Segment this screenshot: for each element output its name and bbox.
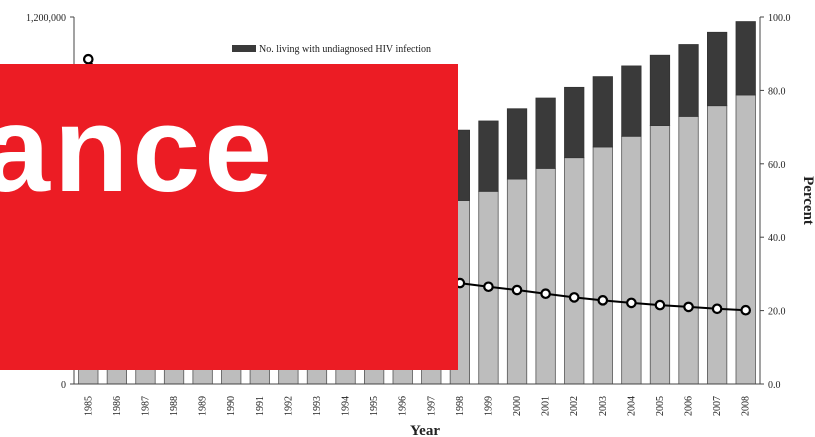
y-right-tick-label: 100.0 [768, 13, 791, 24]
line-point [683, 301, 694, 313]
bar-undiagnosed [592, 76, 613, 148]
legend-swatch [232, 45, 256, 52]
x-tick-label: 1989 [198, 396, 209, 416]
bar-diagnosed [506, 178, 528, 385]
x-tick-label: 1988 [169, 396, 180, 416]
labels-group: 1985 1986 1987 1988 1989 1990 1991 1992 1993 1994… [26, 13, 815, 437]
bar-diagnosed [649, 125, 671, 385]
bar-undiagnosed [478, 120, 499, 192]
bar-diagnosed [564, 157, 585, 385]
x-tick-label: 1986 [112, 396, 123, 416]
bar-undiagnosed [621, 65, 642, 137]
x-tick-label: 2001 [541, 396, 552, 416]
x-tick-label: 1993 [312, 396, 323, 416]
x-tick-label: 1992 [283, 396, 294, 416]
y-right-tick-label: 80.0 [768, 86, 786, 97]
y-right-tick-label: 60.0 [768, 160, 786, 171]
banner-text: ance [0, 81, 277, 217]
y-axis-right-title: Percent [800, 176, 815, 225]
x-tick-label: 1995 [369, 396, 380, 416]
x-tick-label: 1987 [140, 396, 151, 416]
bar-diagnosed [592, 146, 613, 385]
x-axis-title: Year [410, 423, 440, 437]
line-point [568, 292, 580, 303]
x-tick-label: 1998 [455, 396, 466, 416]
legend-label: No. living with undiagnosed HIV infectio… [259, 44, 431, 55]
line-point [540, 288, 551, 300]
x-tick-label: 1994 [341, 396, 352, 416]
x-tick-label: 1985 [83, 396, 94, 416]
bar-undiagnosed [735, 21, 756, 96]
x-tick-label: 2000 [512, 396, 523, 416]
y-right-tick-label: 20.0 [768, 307, 786, 318]
x-tick-label: 2005 [655, 396, 666, 416]
x-tick-label: 2007 [712, 396, 723, 416]
line-point [711, 303, 723, 315]
x-tick-label: 1990 [226, 396, 237, 416]
x-tick-label: 2004 [626, 396, 637, 416]
line-point [626, 297, 637, 309]
x-tick-label: 2003 [598, 396, 609, 416]
line-point [511, 284, 523, 296]
bar-diagnosed [535, 167, 556, 385]
y-left-tick-label: 0 [61, 380, 66, 391]
x-tick-label: 1999 [483, 396, 494, 416]
x-tick-label: 2002 [569, 396, 580, 416]
x-tick-label: 1997 [426, 396, 437, 416]
bar-diagnosed [735, 94, 756, 385]
line-point [483, 281, 494, 293]
bar-undiagnosed [678, 44, 699, 117]
bar-diagnosed [707, 105, 728, 385]
bar-diagnosed [621, 135, 642, 385]
bar-undiagnosed [506, 108, 528, 180]
line-point [82, 53, 94, 65]
bar-undiagnosed [649, 54, 671, 126]
line-point [597, 295, 609, 306]
bar-undiagnosed [707, 31, 728, 107]
y-right-tick-label: 0.0 [768, 380, 781, 391]
red-banner-overlay: ance [0, 64, 458, 370]
line-point [740, 304, 752, 316]
y-left-tick-label: 1,200,000 [26, 13, 66, 24]
x-tick-label: 2006 [684, 396, 695, 416]
bar-undiagnosed [535, 97, 556, 169]
x-tick-label: 2008 [741, 396, 752, 416]
x-tick-label: 1996 [398, 396, 409, 416]
line-point [654, 299, 666, 311]
bar-undiagnosed [564, 86, 585, 159]
x-tick-label: 1991 [255, 396, 266, 416]
bar-diagnosed [678, 115, 699, 385]
y-right-tick-label: 40.0 [768, 233, 786, 244]
